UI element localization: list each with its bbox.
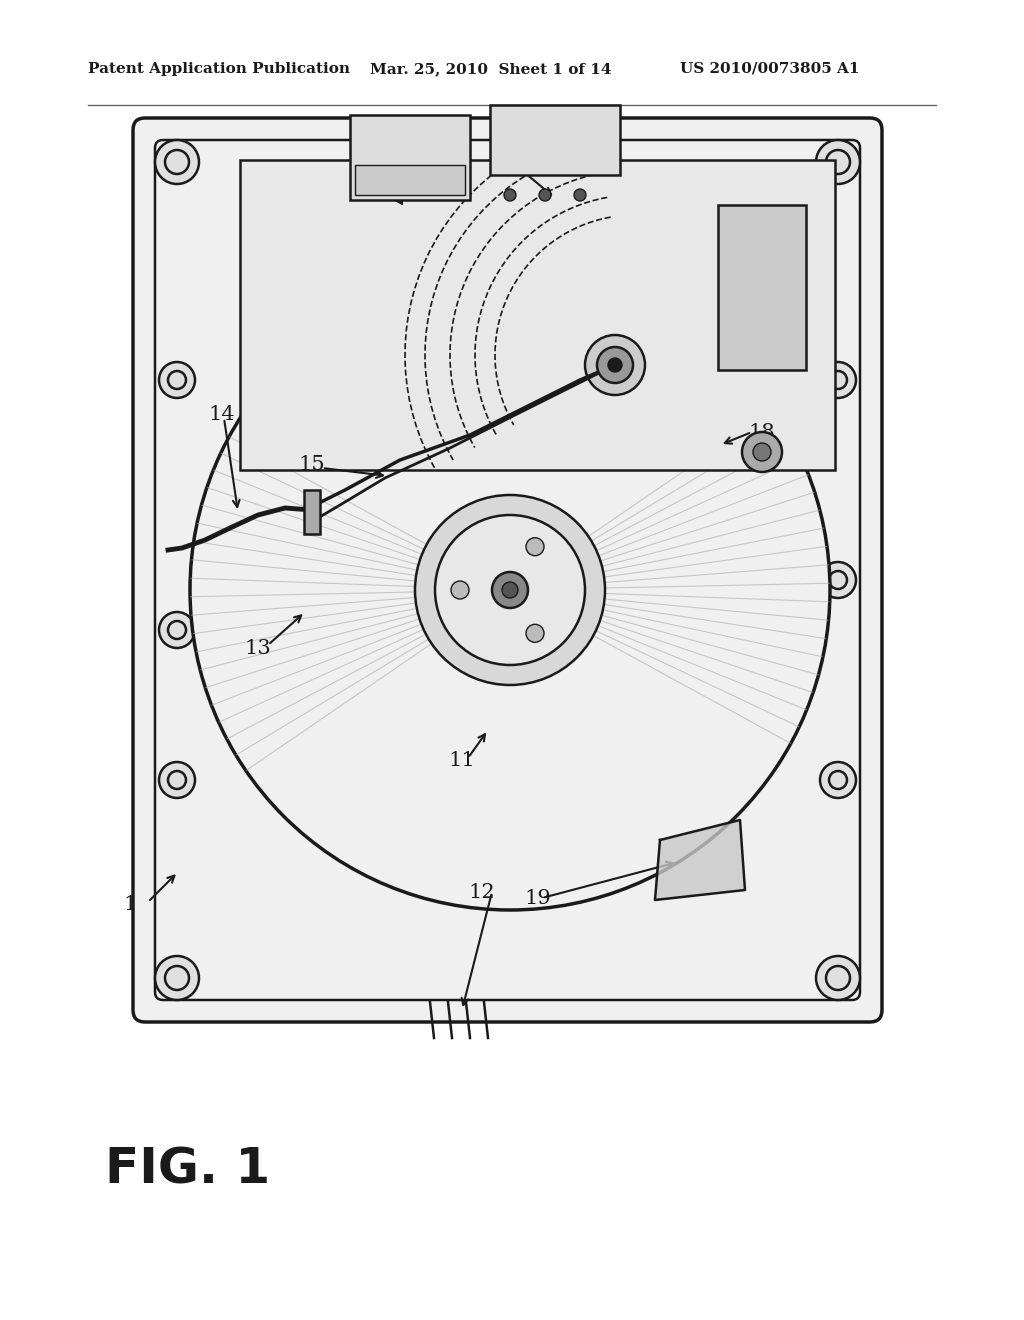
Text: 15: 15 [299, 455, 326, 474]
Circle shape [451, 581, 469, 599]
Text: 17: 17 [490, 149, 517, 168]
Text: FIG. 1: FIG. 1 [105, 1144, 270, 1193]
Circle shape [742, 432, 782, 473]
Text: 13: 13 [245, 639, 271, 657]
Polygon shape [655, 820, 745, 900]
Circle shape [492, 572, 528, 609]
Circle shape [753, 444, 771, 461]
Text: 14: 14 [209, 405, 236, 425]
Text: 12: 12 [469, 883, 496, 902]
Circle shape [155, 140, 199, 183]
Bar [490, 106, 620, 176]
Circle shape [159, 612, 195, 648]
Circle shape [502, 582, 518, 598]
Circle shape [526, 537, 544, 556]
Text: 11: 11 [449, 751, 475, 770]
Circle shape [597, 347, 633, 383]
Circle shape [574, 189, 586, 201]
Circle shape [415, 495, 605, 685]
Bar [355, 165, 465, 195]
Circle shape [435, 515, 585, 665]
Bar [350, 115, 470, 201]
Text: 16: 16 [349, 149, 376, 168]
Text: 19: 19 [524, 888, 551, 908]
Circle shape [155, 956, 199, 1001]
Text: 1: 1 [123, 895, 136, 915]
Circle shape [585, 335, 645, 395]
Bar [240, 160, 835, 470]
Circle shape [608, 358, 622, 372]
Text: 18: 18 [749, 422, 775, 441]
Circle shape [526, 624, 544, 643]
Circle shape [820, 762, 856, 799]
Circle shape [159, 762, 195, 799]
Circle shape [816, 140, 860, 183]
Text: US 2010/0073805 A1: US 2010/0073805 A1 [680, 62, 859, 77]
Bar [718, 205, 806, 370]
Circle shape [820, 362, 856, 399]
Circle shape [820, 562, 856, 598]
Circle shape [816, 956, 860, 1001]
Circle shape [190, 271, 830, 909]
Circle shape [159, 362, 195, 399]
Text: Mar. 25, 2010  Sheet 1 of 14: Mar. 25, 2010 Sheet 1 of 14 [370, 62, 611, 77]
Circle shape [504, 189, 516, 201]
Text: Patent Application Publication: Patent Application Publication [88, 62, 350, 77]
Circle shape [539, 189, 551, 201]
FancyBboxPatch shape [133, 117, 882, 1022]
Bar [304, 490, 319, 535]
